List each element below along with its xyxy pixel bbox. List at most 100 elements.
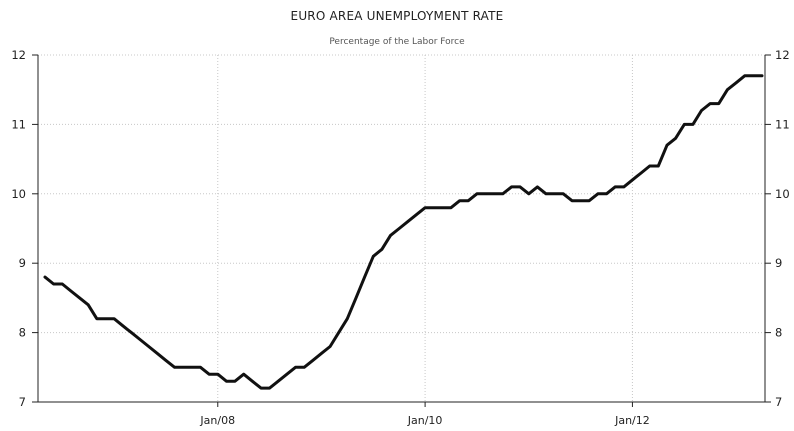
data-point <box>346 317 349 320</box>
data-point <box>320 352 323 355</box>
data-point <box>657 164 660 168</box>
data-point <box>570 199 574 202</box>
data-point <box>631 178 634 182</box>
data-point <box>259 386 263 390</box>
x-tick-label: Jan/08 <box>199 414 235 427</box>
data-point <box>311 359 314 362</box>
data-point <box>510 185 513 189</box>
data-point <box>579 199 582 202</box>
data-point <box>121 324 124 327</box>
y-tick-label-left: 7 <box>19 395 26 409</box>
data-point <box>493 192 496 195</box>
data-point <box>665 144 669 147</box>
data-point <box>605 192 608 195</box>
data-point <box>199 366 202 369</box>
data-point <box>164 359 168 362</box>
data-point <box>69 289 73 293</box>
data-point <box>674 137 677 140</box>
data-point <box>277 380 280 383</box>
y-tick-label-right: 8 <box>775 326 782 340</box>
data-point <box>207 373 211 376</box>
data-point <box>190 366 194 369</box>
data-point <box>61 282 64 286</box>
data-point <box>380 248 384 251</box>
data-point <box>415 213 418 216</box>
data-point <box>639 171 643 175</box>
data-point <box>87 303 90 306</box>
data-point <box>518 185 522 189</box>
y-tick-label-right: 10 <box>775 187 790 201</box>
chart-subtitle: Percentage of the Labor Force <box>329 37 465 47</box>
data-point <box>458 199 461 202</box>
data-point <box>147 345 150 348</box>
data-point <box>441 206 444 209</box>
x-tick-label: Jan/12 <box>614 414 650 427</box>
data-point <box>285 373 289 376</box>
data-point <box>173 366 176 369</box>
data-point <box>233 380 237 383</box>
y-tick-label-right: 12 <box>775 48 790 62</box>
data-point <box>726 88 729 91</box>
y-tick-label-right: 9 <box>775 256 782 270</box>
data-point <box>449 206 453 209</box>
data-point <box>372 255 375 258</box>
data-point <box>242 373 245 376</box>
data-point <box>588 199 591 202</box>
data-point <box>423 206 427 209</box>
data-point <box>553 192 556 195</box>
data-point <box>389 234 392 237</box>
data-point <box>691 123 695 126</box>
y-axis-left: 7 8 9 10 11 12 <box>11 48 38 409</box>
data-point <box>303 366 306 369</box>
series-group <box>43 74 764 390</box>
data-point <box>475 192 479 195</box>
data-point <box>622 185 625 189</box>
data-point <box>43 275 47 279</box>
data-point <box>104 317 107 320</box>
data-point <box>752 74 755 78</box>
data-point <box>216 373 219 376</box>
data-point <box>683 123 686 126</box>
data-point <box>709 102 712 105</box>
unemployment-rate-line <box>43 74 764 390</box>
y-tick-label-right: 11 <box>775 117 790 131</box>
data-point <box>432 206 435 209</box>
data-point <box>130 331 133 334</box>
plot-frame <box>37 55 766 403</box>
data-point <box>328 345 332 348</box>
data-point <box>398 227 401 230</box>
data-point <box>337 331 340 334</box>
data-point <box>501 192 504 195</box>
y-axis-right: 7 8 9 10 11 12 <box>765 48 790 409</box>
x-tick-label: Jan/10 <box>407 414 443 427</box>
data-point <box>467 199 470 202</box>
data-point <box>536 185 539 189</box>
data-point <box>182 366 185 369</box>
data-point <box>544 192 548 195</box>
data-point <box>95 317 99 320</box>
grid <box>38 54 765 402</box>
data-point <box>354 296 358 300</box>
data-point <box>562 192 565 195</box>
data-point <box>648 164 651 168</box>
data-point <box>734 81 738 85</box>
data-point <box>251 380 254 383</box>
data-point <box>78 296 81 300</box>
y-tick-label-left: 11 <box>11 117 26 131</box>
y-tick-label-right: 7 <box>775 395 782 409</box>
data-point <box>156 352 159 355</box>
y-tick-label-left: 10 <box>11 187 26 201</box>
data-point <box>268 386 271 390</box>
data-point <box>484 192 487 195</box>
data-point <box>596 192 600 195</box>
x-axis: Jan/08 Jan/10 Jan/12 <box>199 402 650 427</box>
y-tick-label-left: 9 <box>19 256 26 270</box>
y-tick-label-left: 8 <box>19 326 26 340</box>
data-point <box>112 317 116 320</box>
data-point <box>363 275 366 279</box>
data-point <box>294 366 297 369</box>
data-point <box>700 109 703 112</box>
data-point <box>225 380 228 383</box>
data-point <box>743 74 746 78</box>
